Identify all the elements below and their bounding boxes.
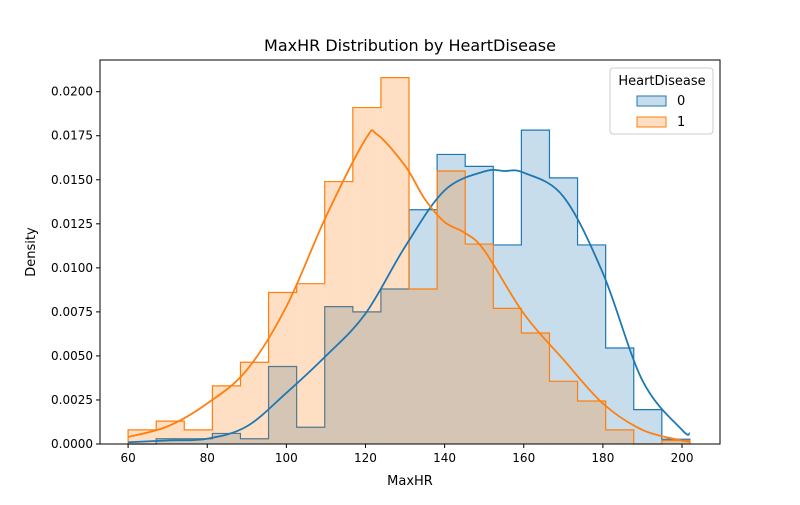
- histogram-bar-1: [549, 381, 578, 444]
- histogram-bar-1: [493, 308, 522, 444]
- y-tick-label: 0.0050: [51, 349, 93, 363]
- histogram-bar-1: [437, 170, 466, 444]
- x-tick-label: 80: [200, 451, 215, 465]
- histogram-bar-1: [184, 429, 213, 444]
- histogram-bar-0: [633, 409, 662, 444]
- histogram-bar-1: [380, 77, 410, 444]
- histogram-bar-0: [324, 306, 353, 444]
- y-tick-label: 0.0175: [51, 129, 93, 143]
- histogram-bar-0: [212, 433, 241, 444]
- x-tick-label: 140: [433, 451, 456, 465]
- histogram-bar-0: [605, 348, 634, 444]
- histogram-bar-0: [465, 166, 494, 445]
- histogram-bar-1: [324, 181, 353, 444]
- legend: HeartDisease 0 1: [609, 67, 714, 135]
- histogram-bar-1: [156, 421, 185, 444]
- x-tick-label: 160: [512, 451, 535, 465]
- histogram-bar-1: [268, 292, 297, 444]
- histogram-outline-0: [128, 129, 691, 445]
- histogram-bar-0: [380, 288, 410, 444]
- histogram-bar-1: [240, 362, 269, 444]
- histogram-bar-1: [352, 107, 381, 444]
- x-tick-label: 120: [354, 451, 377, 465]
- histogram-bar-0: [577, 244, 606, 444]
- y-axis-label: Density: [24, 227, 39, 277]
- legend-patch-0: [636, 95, 667, 107]
- x-tick-label: 200: [671, 451, 694, 465]
- histogram-bar-1: [296, 283, 325, 444]
- histogram-bar-0: [240, 438, 269, 444]
- histogram-bar-0: [184, 438, 213, 444]
- histogram-bar-1: [521, 333, 550, 444]
- y-tick-label: 0.0200: [51, 85, 93, 99]
- legend-label-0: 0: [677, 94, 685, 109]
- histogram-bar-0: [296, 427, 325, 444]
- chart-title: MaxHR Distribution by HeartDisease: [264, 36, 556, 55]
- histogram-bar-0: [521, 130, 550, 444]
- histogram-bar-0: [549, 177, 578, 444]
- histogram-bar-0: [409, 209, 438, 444]
- legend-patch-1: [636, 116, 667, 128]
- histogram-bar-1: [465, 244, 494, 444]
- legend-title: HeartDisease: [618, 74, 705, 89]
- histogram-bar-1: [661, 440, 690, 444]
- x-axis-label: MaxHR: [387, 474, 433, 489]
- y-tick-label: 0.0125: [51, 217, 93, 231]
- y-tick-label: 0.0025: [51, 393, 93, 407]
- kde-line-1: [127, 129, 691, 443]
- y-tick-label: 0.0100: [51, 261, 93, 275]
- histogram-bar-1: [605, 429, 634, 444]
- histogram-bar-0: [156, 438, 185, 444]
- histogram-bar-0: [493, 244, 522, 444]
- histogram-bar-0: [661, 439, 690, 444]
- histogram-bar-1: [409, 288, 438, 444]
- y-tick-label: 0.0000: [51, 437, 93, 451]
- kde-line-0: [128, 168, 691, 444]
- x-tick-label: 100: [275, 451, 298, 465]
- plot-frame: [99, 59, 721, 445]
- y-tick-label: 0.0075: [51, 305, 93, 319]
- x-tick-label: 180: [591, 451, 614, 465]
- histogram-bar-0: [352, 311, 381, 444]
- y-tick-label: 0.0150: [51, 173, 93, 187]
- histogram-bar-1: [577, 401, 606, 444]
- x-tick-label: 60: [120, 451, 135, 465]
- legend-label-1: 1: [677, 115, 685, 130]
- histogram-bar-0: [437, 154, 466, 444]
- legend-box: [609, 67, 714, 135]
